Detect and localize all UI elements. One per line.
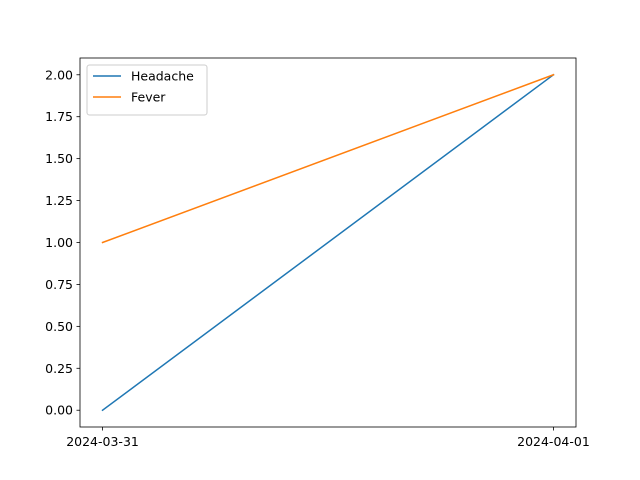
legend-label-headache: Headache (131, 69, 194, 84)
x-tick-label: 2024-03-31 (66, 434, 139, 449)
legend: Headache Fever (86, 64, 208, 116)
y-tick-label: 0.50 (45, 319, 73, 334)
legend-box (86, 64, 208, 116)
y-tick-label: 0.00 (45, 403, 73, 418)
y-tick-label: 1.25 (45, 193, 73, 208)
y-tick-label: 1.75 (45, 109, 73, 124)
legend-label-fever: Fever (131, 90, 166, 105)
y-axis-ticks: 0.00 0.25 0.50 0.75 1.00 1.25 1.50 1.75 2.00 (45, 67, 80, 418)
series-line-headache (101, 73, 555, 412)
y-tick-label: 1.00 (45, 235, 73, 250)
x-tick-label: 2024-04-01 (517, 434, 590, 449)
series-layer (101, 73, 555, 412)
y-tick-label: 0.75 (45, 277, 73, 292)
y-tick-label: 1.50 (45, 151, 73, 166)
series-line-fever (101, 73, 555, 244)
y-tick-label: 2.00 (45, 67, 73, 82)
x-axis-ticks: 2024-03-31 2024-04-01 (66, 427, 590, 449)
y-tick-label: 0.25 (45, 361, 73, 376)
